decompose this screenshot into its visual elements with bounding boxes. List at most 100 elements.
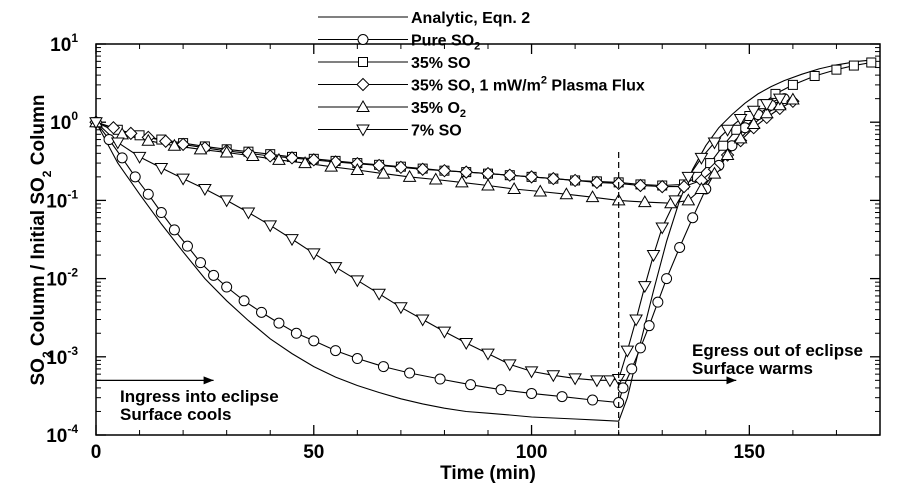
data-point (116, 152, 128, 164)
data-point (256, 306, 268, 318)
data-point (866, 57, 877, 68)
data-point (285, 234, 299, 247)
data-point (643, 320, 655, 332)
data-point (176, 173, 190, 186)
data-point (263, 149, 277, 163)
data-point (459, 338, 474, 351)
x-tick-label: 100 (516, 442, 548, 463)
data-point (533, 184, 548, 197)
data-point (507, 181, 521, 194)
data-point (652, 296, 664, 308)
y-tick-label: 101 (50, 31, 78, 56)
ingress-text-line2: Surface cools (120, 405, 232, 424)
data-point (208, 269, 220, 281)
data-point (350, 275, 365, 288)
data-point (195, 257, 207, 269)
data-point (272, 152, 286, 165)
y-tick-label: 100 (50, 109, 78, 134)
data-point (720, 148, 735, 161)
legend-entry: 7% SO (318, 123, 462, 140)
legend: Analytic, Eqn. 2 Pure SO2 35% SO 35% SO, 1 … (318, 10, 645, 140)
data-point (198, 183, 212, 196)
data-point (661, 273, 673, 285)
data-point (694, 152, 709, 165)
data-point (809, 70, 820, 81)
legend-marker (358, 57, 368, 67)
data-point (263, 220, 278, 233)
data-point (415, 162, 430, 176)
data-point (124, 126, 138, 141)
data-point (674, 241, 686, 253)
data-point (677, 179, 691, 194)
x-axis-label: Time (min) (440, 463, 536, 484)
data-point (402, 169, 417, 182)
data-point (110, 137, 125, 150)
data-point (290, 327, 302, 339)
data-point (167, 138, 182, 151)
data-point (707, 166, 722, 179)
data-point (459, 165, 473, 179)
legend-marker (356, 77, 370, 92)
data-point (132, 151, 147, 164)
legend-label: 35% SO (411, 55, 471, 72)
data-point (546, 370, 561, 383)
data-point (786, 92, 800, 105)
data-point (707, 137, 722, 150)
data-point (633, 178, 648, 193)
data-point (129, 171, 141, 183)
series-line-6 (96, 98, 781, 381)
data-point (603, 375, 617, 388)
data-point (415, 314, 430, 327)
data-point (455, 175, 469, 188)
data-point (307, 153, 321, 167)
data-point (219, 145, 234, 158)
data-point (273, 317, 285, 329)
y-tick-label: 10-3 (46, 344, 78, 369)
x-tick-label: 50 (303, 442, 324, 463)
data-point (637, 195, 652, 208)
data-point (681, 193, 696, 206)
data-point (394, 160, 408, 175)
data-point (155, 207, 167, 219)
data-point (590, 175, 604, 190)
series-line-1 (96, 59, 876, 422)
data-point (848, 60, 859, 71)
data-point (568, 173, 582, 188)
data-point (89, 117, 103, 130)
legend-entry: Pure SO2 (318, 33, 480, 53)
data-point (731, 124, 742, 135)
data-point (759, 106, 774, 119)
data-point (646, 250, 661, 263)
data-point (668, 195, 683, 208)
data-point (568, 373, 582, 386)
data-point (718, 140, 729, 151)
data-point (524, 366, 539, 379)
data-point (559, 187, 574, 200)
markers-layer (89, 57, 877, 409)
data-point (377, 361, 389, 373)
data-point (219, 195, 234, 208)
y-tick-label: 10-2 (46, 266, 78, 291)
egress-text-line1: Egress out of eclipse (692, 341, 863, 360)
data-point (350, 162, 365, 175)
data-point (733, 131, 748, 144)
data-point (733, 113, 748, 126)
ingress-text-line1: Ingress into eclipse (120, 387, 279, 406)
data-point (772, 93, 787, 106)
data-point (434, 373, 446, 385)
data-point (372, 158, 386, 173)
data-point (655, 222, 670, 235)
x-tick-label: 0 (91, 442, 102, 463)
data-point (634, 342, 646, 354)
legend-entry: 35% O2 (318, 99, 466, 120)
legend-label: Pure SO2 (411, 33, 480, 53)
data-point (495, 384, 507, 396)
data-point (626, 363, 638, 375)
data-point (556, 391, 568, 403)
data-point (330, 345, 342, 357)
data-point (587, 394, 599, 406)
data-point (759, 99, 774, 112)
data-point (324, 159, 339, 172)
data-point (241, 207, 256, 220)
